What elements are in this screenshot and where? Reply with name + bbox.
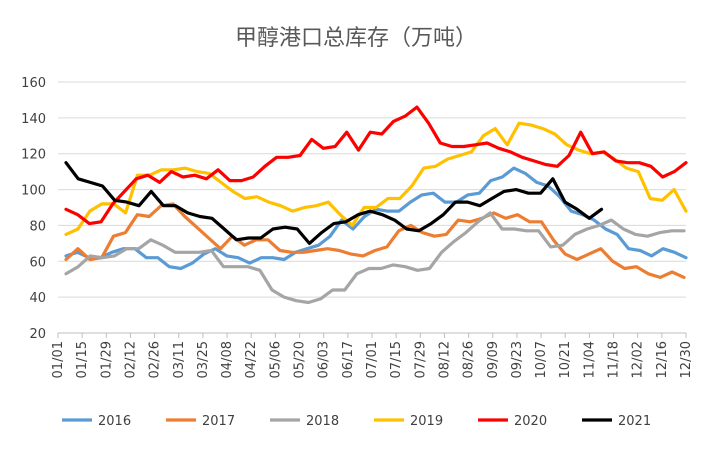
x-tick-label: 12/30	[679, 341, 694, 378]
series-line-2021	[64, 161, 604, 245]
legend-label-2020: 2020	[514, 414, 547, 429]
x-tick-label: 04/22	[244, 341, 259, 378]
y-tick-label: 40	[29, 291, 46, 306]
x-tick-label: 07/15	[389, 341, 404, 378]
x-tick-label: 02/26	[148, 341, 163, 378]
x-tick-label: 11/04	[582, 341, 597, 378]
x-tick-label: 04/08	[220, 341, 235, 378]
y-tick-label: 60	[29, 255, 46, 270]
series-line-2018	[64, 211, 686, 305]
x-tick-label: 02/12	[123, 341, 138, 378]
legend-label-2016: 2016	[98, 414, 131, 429]
x-tick-label: 05/20	[293, 341, 308, 378]
x-tick-label: 06/03	[317, 341, 332, 378]
x-tick-label: 12/02	[631, 341, 646, 378]
x-tick-label: 06/17	[341, 341, 356, 378]
legend-label-2019: 2019	[410, 414, 443, 429]
x-tick-label: 03/25	[196, 341, 211, 378]
y-tick-label: 80	[29, 219, 46, 234]
x-tick-label: 01/15	[75, 341, 90, 378]
x-tick-label: 09/09	[486, 341, 501, 378]
series-line-2019	[64, 121, 688, 236]
chart-title: 甲醇港口总库存（万吨）	[235, 26, 477, 51]
series-line-2020	[64, 105, 688, 226]
x-tick-label: 10/21	[558, 341, 573, 378]
x-tick-label: 09/23	[510, 341, 525, 378]
legend: 2016 2017 2018 2019 2020 2021	[62, 414, 651, 429]
x-tick-label: 08/26	[462, 341, 477, 378]
x-tick-label: 07/29	[413, 341, 428, 378]
legend-label-2018: 2018	[306, 414, 339, 429]
x-tick-label: 05/06	[268, 341, 283, 378]
y-tick-label: 120	[21, 148, 46, 163]
series-lines	[64, 105, 688, 305]
x-tick-label: 03/11	[172, 341, 187, 378]
x-tick-label: 07/01	[365, 341, 380, 378]
y-tick-label: 140	[21, 112, 46, 127]
y-tick-label: 100	[21, 184, 46, 199]
axes: 20 40 60 80 100 120 140 160 01/01 01/15 01/29 02/12…	[21, 76, 694, 378]
x-tick-label: 01/29	[99, 341, 114, 378]
x-tick-label: 11/18	[607, 341, 622, 378]
y-tick-label: 160	[21, 76, 46, 91]
x-tick-label: 10/07	[534, 341, 549, 378]
x-tick-label: 01/01	[51, 341, 66, 378]
x-tick-label: 12/16	[655, 341, 670, 378]
x-tick-label: 08/12	[437, 341, 452, 378]
y-tick-label: 20	[29, 327, 46, 342]
legend-label-2017: 2017	[202, 414, 235, 429]
legend-label-2021: 2021	[618, 414, 651, 429]
